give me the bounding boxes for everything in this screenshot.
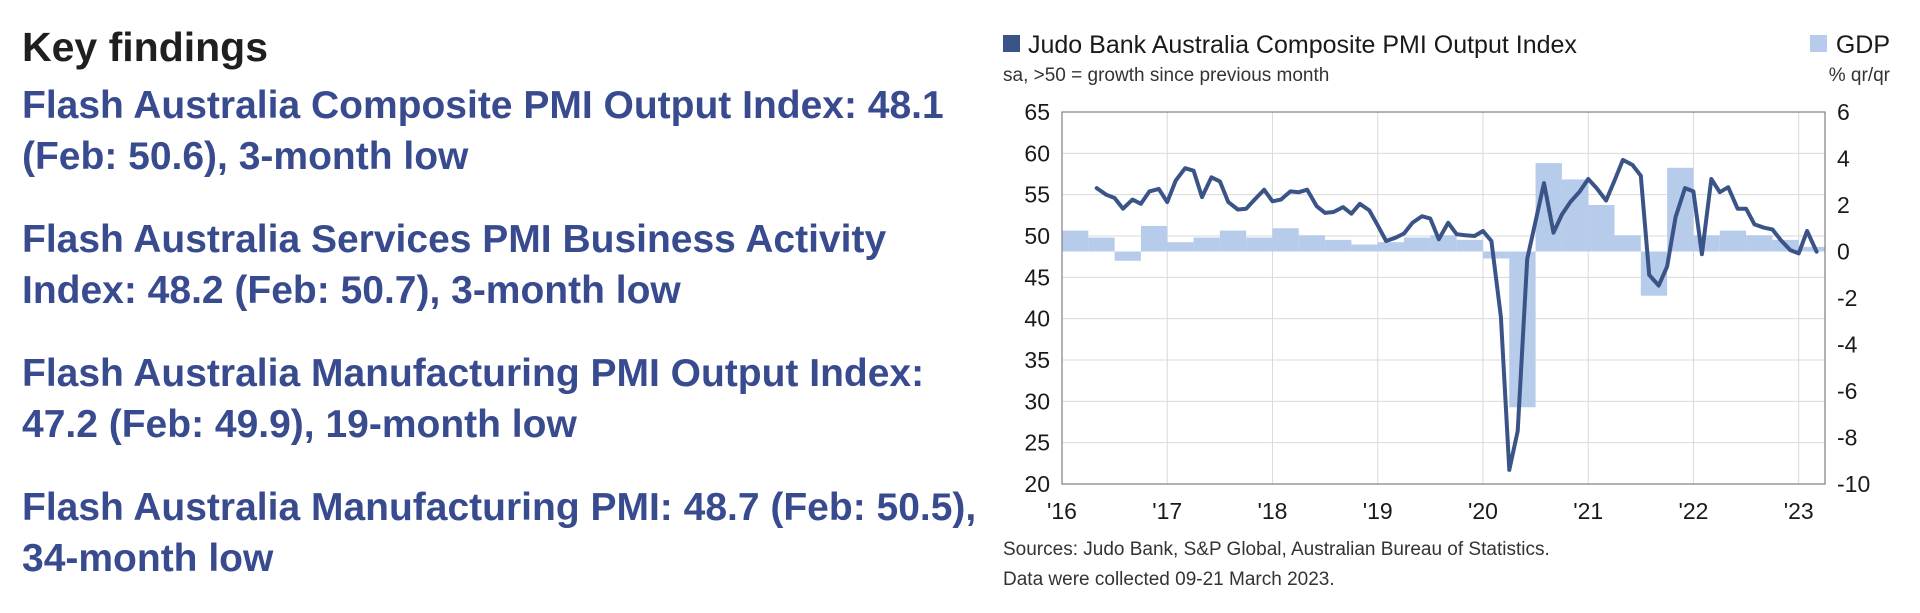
gdp-bar [1404,237,1431,252]
y-left-tick-label: 30 [1024,388,1050,414]
y-right-tick-label: 2 [1837,192,1850,218]
y-right-tick-label: 4 [1837,146,1850,172]
key-findings-panel: Key findings Flash Australia Composite P… [22,18,982,584]
findings-heading: Key findings [22,24,269,70]
pmi-gdp-chart: Judo Bank Australia Composite PMI Output… [990,0,1920,608]
x-tick-label: '17 [1152,498,1182,524]
gdp-bar [1693,235,1720,252]
gdp-bar [1719,230,1747,252]
legend-swatch-gdp [1810,35,1827,52]
gdp-bars [1062,163,1825,408]
finding-manufacturing-pmi: Flash Australia Manufacturing PMI: 48.7 … [22,486,977,580]
gdp-bar [1140,225,1168,252]
gdp-bar [1377,242,1405,252]
gdp-bar [1614,235,1641,252]
legend-label-gdp: GDP [1836,31,1890,59]
x-tick-label: '21 [1573,498,1603,524]
chart-svg: Judo Bank Australia Composite PMI Output… [1003,31,1891,590]
gdp-bar [1588,205,1615,252]
sources-note: Sources: Judo Bank, S&P Global, Australi… [1003,539,1550,560]
left-axis-labels: 65 60 55 50 45 40 35 30 25 20 [1024,99,1050,497]
legend-swatch-pmi [1003,35,1020,52]
gdp-bar [1456,239,1483,252]
gdp-bar [1167,242,1194,252]
x-tick-label: '16 [1047,498,1077,524]
y-left-tick-label: 35 [1024,347,1050,373]
x-tick-label: '19 [1363,498,1393,524]
collection-note: Data were collected 09-21 March 2023. [1003,569,1335,590]
right-axis-labels: 6 4 2 0 -2 -4 -6 -8 -10 [1837,99,1870,497]
gdp-bar [1298,235,1326,252]
gdp-bar [1561,179,1589,252]
y-right-tick-label: -2 [1837,285,1857,311]
gdp-bar [1219,230,1247,252]
legend-label-pmi: Judo Bank Australia Composite PMI Output… [1028,31,1577,59]
x-tick-label: '23 [1784,498,1814,524]
y-left-tick-label: 40 [1024,306,1050,332]
gdp-bar [1430,235,1457,252]
gdp-bar [1482,251,1510,259]
gdp-bar [1062,230,1089,252]
y-left-tick-label: 45 [1024,264,1050,290]
grid-lines [1061,111,1825,485]
pmi-line [1094,157,1819,472]
y-right-tick-label: -6 [1837,378,1857,404]
y-right-tick-label: -10 [1837,471,1870,497]
finding-services: Flash Australia Services PMI Business Ac… [22,218,887,312]
right-axis-note: % qr/qr [1829,65,1891,86]
gdp-bar [1088,237,1115,252]
gdp-bar [1798,246,1825,252]
gdp-bar [1746,235,1773,252]
y-right-tick-label: 6 [1837,99,1850,125]
gdp-bar [1351,244,1378,252]
y-left-tick-label: 65 [1024,99,1050,125]
y-right-tick-label: -4 [1837,332,1858,358]
gdp-bar [1193,237,1220,252]
gdp-bar [1246,237,1273,252]
finding-manufacturing-output: Flash Australia Manufacturing PMI Output… [22,352,925,446]
y-right-tick-label: -8 [1837,425,1857,451]
left-axis-note: sa, >50 = growth since previous month [1003,65,1329,86]
x-axis-labels: '16 '17 '18 '19 '20 '21 '22 '23 [1047,498,1814,524]
x-tick-label: '22 [1678,498,1708,524]
y-left-tick-label: 25 [1024,430,1050,456]
y-left-tick-label: 20 [1024,471,1050,497]
x-tick-label: '20 [1468,498,1498,524]
gdp-bar [1325,239,1352,252]
pmi-line-layer [1094,157,1819,472]
y-right-tick-label: 0 [1837,239,1850,265]
y-left-tick-label: 60 [1024,140,1050,166]
gdp-bar [1114,251,1141,261]
plot-border [1061,111,1826,485]
y-left-tick-label: 55 [1024,182,1050,208]
gdp-bar [1272,228,1299,252]
plot-frame [1061,111,1826,485]
finding-composite: Flash Australia Composite PMI Output Ind… [22,84,944,178]
y-left-tick-label: 50 [1024,223,1050,249]
x-tick-label: '18 [1257,498,1287,524]
